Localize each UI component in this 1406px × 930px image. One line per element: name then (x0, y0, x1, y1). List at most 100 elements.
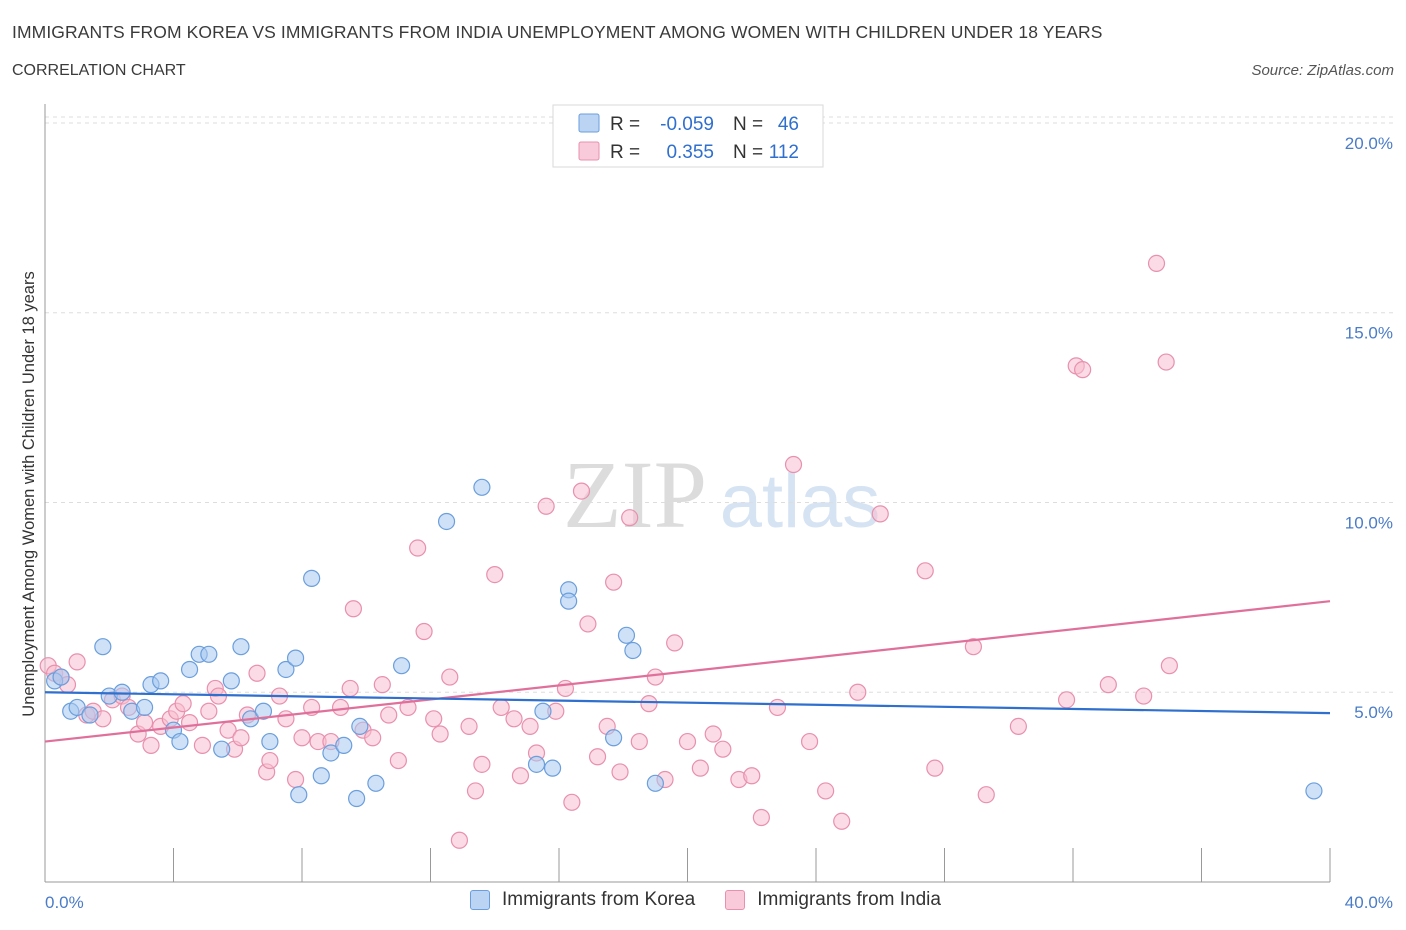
y-tick-label: 5.0% (1354, 703, 1393, 722)
legend-india-n-label: N = (733, 142, 763, 163)
korea-point (81, 706, 99, 724)
legend-bottom-swatch-india (725, 890, 746, 910)
legend-india-r-value: 0.355 (666, 142, 714, 163)
india-point (431, 725, 449, 743)
india-point (492, 698, 510, 717)
korea-point (303, 569, 321, 587)
watermark-atlas: atlas (720, 459, 881, 544)
india-point (916, 562, 934, 580)
india-point (425, 710, 443, 728)
india-point (460, 717, 478, 736)
korea-point (322, 744, 340, 762)
korea-point (392, 657, 411, 675)
legend-india-n-value: 112 (769, 142, 799, 163)
korea-point (605, 729, 623, 747)
legend-item-india: Immigrants from India (725, 889, 941, 911)
legend-item-korea: Immigrants from Korea (470, 889, 695, 911)
india-point (486, 565, 504, 584)
india-point (800, 732, 819, 751)
legend-top: R = -0.059 N = 46 R = 0.355 N = 112 (552, 104, 824, 168)
india-point (286, 770, 305, 789)
korea-point (437, 512, 456, 531)
korea-point (527, 755, 546, 773)
korea-point (348, 789, 366, 808)
india-point (277, 710, 295, 728)
korea-point (152, 672, 170, 690)
korea-point (254, 702, 273, 720)
india-point (380, 706, 398, 724)
india-point (871, 505, 889, 523)
korea-point (68, 698, 86, 717)
india-point (678, 732, 697, 751)
india-point (341, 679, 359, 698)
india-point (611, 763, 629, 781)
india-point (248, 664, 266, 682)
india-point (691, 759, 709, 777)
korea-point (335, 736, 353, 754)
india-point (193, 736, 212, 754)
india-point (441, 668, 459, 686)
india-point (849, 683, 867, 701)
india-point (142, 736, 160, 754)
india-point (409, 539, 427, 557)
legend-korea-r-label: R = (610, 114, 640, 135)
india-point (579, 615, 597, 633)
india-point (743, 767, 761, 785)
india-point (704, 725, 722, 743)
india-point (630, 732, 648, 751)
y-axis-label: Unemployment Among Women with Children U… (20, 271, 38, 716)
india-point (1009, 717, 1027, 736)
korea-point (624, 641, 642, 660)
india-point (344, 600, 362, 618)
india-point (505, 710, 523, 728)
korea-point (94, 638, 112, 656)
india-point (415, 622, 433, 641)
india-point (68, 653, 86, 671)
x-tick-label-min: 0.0% (45, 893, 84, 912)
india-point (1147, 254, 1166, 272)
y-tick-label: 10.0% (1345, 513, 1393, 532)
korea-point (171, 732, 189, 751)
source-credit: Source: ZipAtlas.com (1251, 62, 1394, 79)
india-point (1074, 361, 1092, 379)
korea-point (200, 645, 218, 663)
india-point (521, 717, 539, 736)
india-point (640, 695, 658, 713)
india-point (605, 573, 623, 591)
y-tick-label: 15.0% (1345, 324, 1393, 343)
india-trend-line (44, 600, 1331, 743)
india-point (473, 755, 491, 773)
korea-point (180, 660, 199, 679)
korea-point (277, 660, 295, 679)
india-point (293, 729, 311, 747)
legend-bottom: Immigrants from Korea Immigrants from In… (470, 889, 971, 911)
legend-korea-r-value: -0.059 (660, 114, 714, 135)
india-point (588, 748, 607, 766)
korea-point (543, 759, 562, 777)
india-point (331, 698, 350, 717)
india-point (261, 751, 279, 770)
india-point (714, 740, 732, 758)
korea-point (222, 672, 240, 690)
india-point (1157, 353, 1175, 371)
korea-point (52, 668, 70, 686)
india-point (752, 808, 770, 827)
india-point (926, 759, 944, 777)
india-point (373, 676, 391, 694)
korea-point (534, 702, 552, 720)
korea-point (560, 592, 578, 610)
korea-point (113, 683, 131, 701)
legend-india-r-label: R = (610, 142, 640, 163)
india-point (537, 497, 555, 515)
y-tick-label: 20.0% (1345, 134, 1393, 153)
korea-point (1305, 782, 1323, 800)
y-tick-labels: 5.0% 10.0% 15.0% 20.0% (1345, 134, 1393, 722)
legend-bottom-swatch-korea (470, 890, 490, 910)
india-point (977, 786, 995, 804)
india-point (1099, 676, 1117, 694)
legend-swatch-india (578, 141, 600, 161)
india-point (833, 812, 851, 830)
india-point (621, 509, 639, 527)
india-point (364, 729, 382, 747)
